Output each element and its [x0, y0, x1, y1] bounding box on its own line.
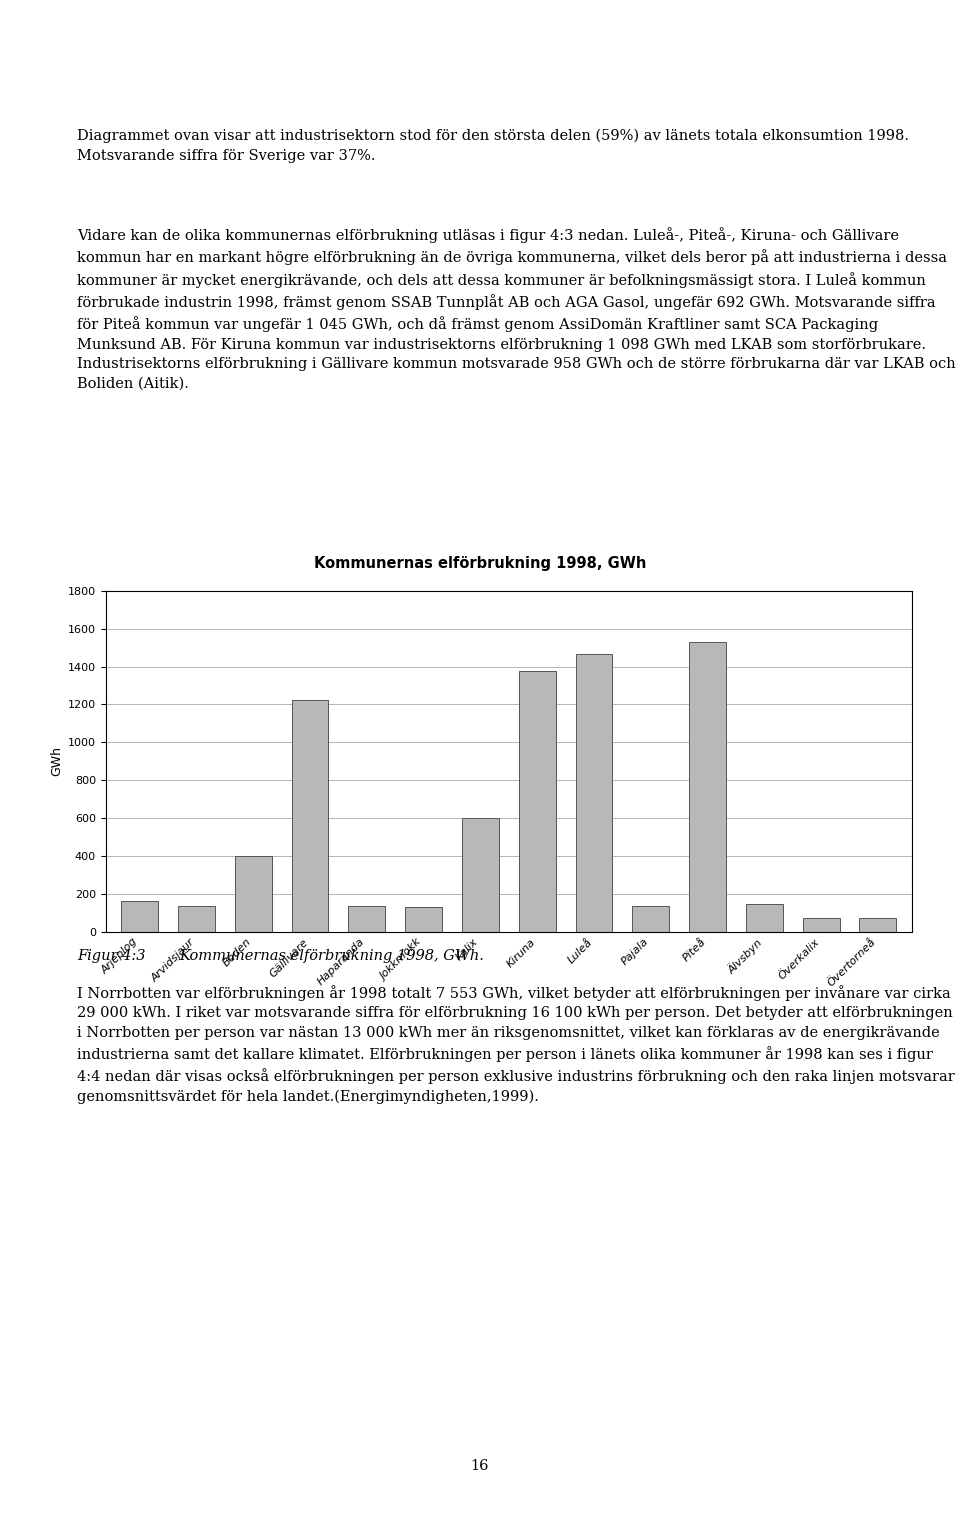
Bar: [518, 671, 556, 932]
Bar: [633, 906, 669, 932]
Text: 16: 16: [470, 1459, 490, 1473]
Bar: [292, 700, 328, 932]
Text: Figur 4:3: Figur 4:3: [77, 948, 145, 964]
Bar: [746, 904, 782, 932]
Text: I Norrbotten var elförbrukningen år 1998 totalt 7 553 GWh, vilket betyder att el: I Norrbotten var elförbrukningen år 1998…: [77, 985, 954, 1104]
Bar: [178, 906, 215, 932]
Text: Kommunernas elförbrukning 1998, GWh.: Kommunernas elförbrukning 1998, GWh.: [180, 948, 484, 964]
Text: Kommunernas elförbrukning 1998, GWh: Kommunernas elförbrukning 1998, GWh: [314, 556, 646, 571]
Text: Diagrammet ovan visar att industrisektorn stod för den största delen (59%) av lä: Diagrammet ovan visar att industrisektor…: [77, 129, 909, 162]
Bar: [405, 907, 442, 932]
Bar: [235, 856, 272, 932]
Bar: [462, 818, 499, 932]
Bar: [121, 901, 158, 932]
Bar: [576, 654, 612, 932]
Bar: [803, 918, 840, 932]
Bar: [859, 918, 897, 932]
Bar: [689, 642, 726, 932]
Text: Vidare kan de olika kommunernas elförbrukning utläsas i figur 4:3 nedan. Luleå-,: Vidare kan de olika kommunernas elförbru…: [77, 227, 955, 391]
Y-axis label: GWh: GWh: [51, 747, 63, 776]
Bar: [348, 906, 385, 932]
